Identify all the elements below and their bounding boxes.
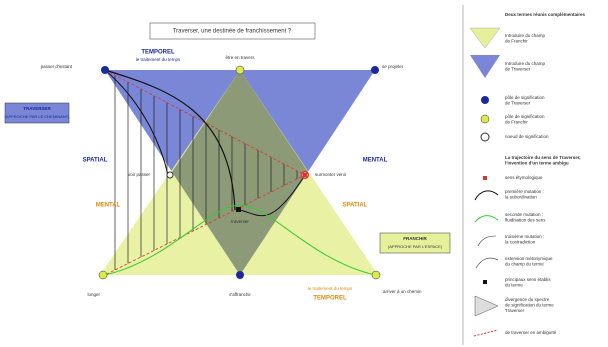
node-label: surmonter venir	[315, 172, 347, 177]
legend-text: première mutation :	[505, 189, 544, 194]
nodes	[98, 65, 381, 280]
axis-sub: le traitement du temps	[136, 57, 181, 62]
box-text: TRAVERSER	[23, 106, 51, 111]
node-label: être en travers	[225, 55, 255, 60]
legend-text: fluidisation des sens	[505, 218, 546, 223]
node-label: longer	[87, 292, 100, 297]
title: Traverser, une destinée de franchissemen…	[173, 29, 292, 35]
axis-label: MENTAL	[363, 158, 388, 164]
axis-label: SPATIAL	[83, 158, 108, 164]
legend-text: Introduire du champ	[505, 61, 546, 66]
legend-text: pôle de signification	[505, 114, 545, 119]
legend-text: pôle de signification	[505, 95, 545, 100]
legend-text: de traverser en ambiguïté	[505, 330, 557, 335]
axis-sub: le traitement du temps	[308, 286, 353, 291]
node-label: traverser	[231, 219, 249, 224]
overlap	[172, 70, 308, 275]
node-label: se projeter	[382, 64, 404, 69]
node-label: arriver à un chemin	[383, 289, 422, 294]
legend-text: Traverser	[505, 308, 525, 313]
legend-heading: La trajectoire du sens de Traverser,	[505, 155, 581, 160]
axis-label: MENTAL	[96, 203, 121, 209]
black-curve	[104, 69, 169, 176]
traverser-box	[4, 102, 70, 124]
legend-text: la subordination	[505, 195, 537, 200]
legend-text: seconde mutation :	[505, 212, 543, 217]
legend-text: de Franchir	[505, 39, 528, 44]
legend-text: la contradiction	[505, 240, 536, 245]
legend-text: divergence du spectre	[505, 297, 550, 302]
axis-label: SPATIAL	[343, 203, 368, 209]
legend-text: du champ du terme	[505, 262, 544, 267]
axis-label: TEMPOREL	[313, 296, 347, 302]
black-curve	[104, 69, 236, 211]
legend-text: de Franchir	[505, 120, 528, 125]
title-box	[149, 22, 316, 40]
hatching	[114, 75, 298, 270]
legend-text: de Traverser	[505, 101, 531, 106]
axis-label: TEMPOREL	[141, 50, 175, 56]
box-text: (APPROCHE PAR LE CHEMINANT)	[4, 114, 70, 119]
node-label: passer d'instant	[41, 64, 73, 69]
node-label: voir passer	[128, 172, 151, 177]
legend-text: sens étymologique	[505, 175, 543, 180]
box-text: FRANCHIR	[403, 236, 427, 241]
node-label: s'affranchir	[229, 292, 251, 297]
legend-icons	[469, 27, 501, 337]
franchir-box	[379, 232, 451, 254]
box-text: (APPROCHE PAR L'ESPACE)	[388, 244, 443, 249]
legend-text: du terme	[505, 283, 523, 288]
legend-text: principaux sens établis	[505, 277, 551, 282]
legend-text: de Traverser	[505, 67, 531, 72]
legend-text: extension métonymique	[505, 256, 553, 261]
green-curve	[104, 204, 376, 276]
legend-heading: l'invention d'un terme ambigu	[505, 161, 569, 166]
legend-text: noeud de signification	[505, 134, 549, 139]
legend-text: troisième mutation :	[505, 234, 544, 239]
legend-heading: Deux termes réunis complémentaires	[505, 12, 586, 17]
legend-text: Introduire du champ	[505, 33, 546, 38]
legend-text: de signification du terme	[505, 303, 554, 308]
